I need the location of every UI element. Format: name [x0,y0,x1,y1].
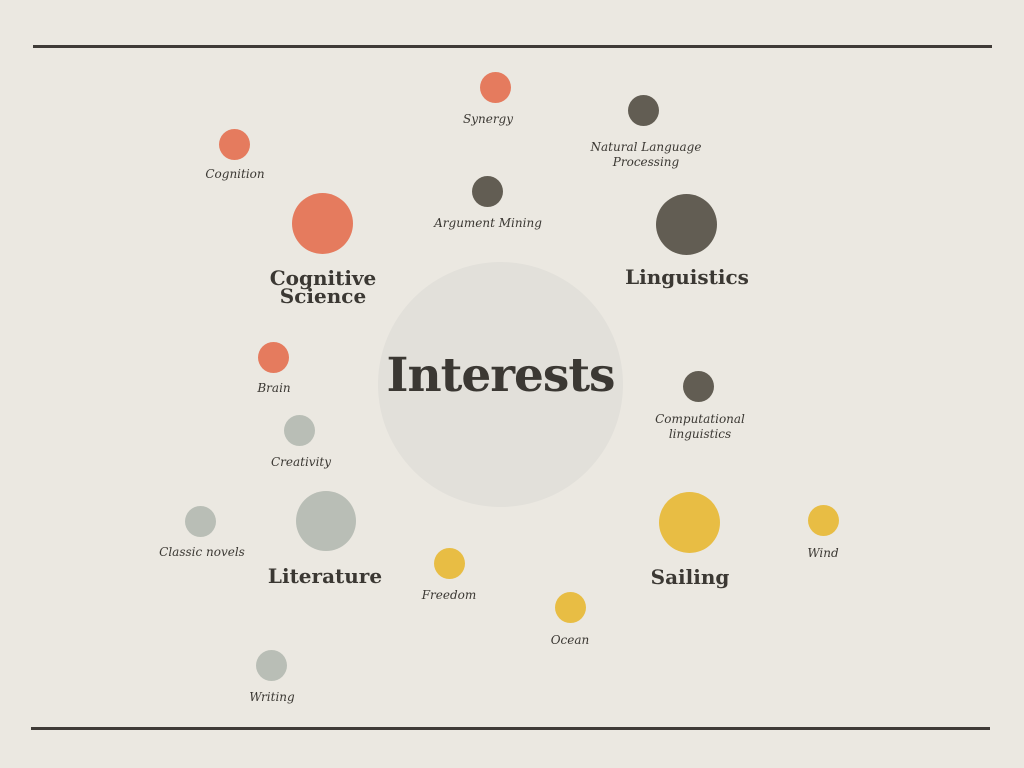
classic-novels-label: Classic novels [159,545,245,559]
nlp-label-line2: Processing [612,155,680,169]
wind-label: Wind [807,546,839,560]
literature-hub-label: Literature [267,564,383,588]
argument-mining-dot [472,176,503,207]
cognition-dot [219,129,250,160]
classic-novels-dot [185,506,216,537]
nlp-label-line1: Natural Language [590,140,702,154]
synergy-dot [480,72,511,103]
center-title: Interests [386,348,615,403]
brain-dot [258,342,289,373]
wind-dot [808,505,839,536]
cognitive-science-hub-dot [292,193,353,254]
nlp-dot [628,95,659,126]
freedom-label: Freedom [421,588,477,602]
writing-dot [256,650,287,681]
computational-linguistics-label: Computational linguistics [630,412,770,442]
center-circle [378,262,623,507]
computational-linguistics-line1: Computational [655,412,745,426]
cognitive-science-hub-label: Cognitive Science [262,266,384,308]
sailing-hub-label: Sailing [650,565,730,589]
nlp-label: Natural Language Processing [576,140,716,170]
creativity-label: Creativity [270,455,332,469]
synergy-label: Synergy [462,112,514,126]
argument-mining-label: Argument Mining [434,216,542,230]
linguistics-hub-label: Linguistics [625,265,749,289]
ocean-dot [555,592,586,623]
writing-label: Writing [249,690,295,704]
literature-hub-dot [296,491,356,551]
creativity-dot [284,415,315,446]
computational-linguistics-dot [683,371,714,402]
freedom-dot [434,548,465,579]
brain-label: Brain [257,381,291,395]
sailing-hub-dot [659,492,720,553]
cognitive-science-label-line2: Science [279,284,367,308]
linguistics-hub-dot [656,194,717,255]
cognition-label: Cognition [205,167,265,181]
top-rule [33,45,992,48]
cognitive-science-label-line1: Cognitive [269,266,377,290]
ocean-label: Ocean [550,633,590,647]
computational-linguistics-line2: linguistics [668,427,732,441]
bottom-rule [31,727,990,730]
